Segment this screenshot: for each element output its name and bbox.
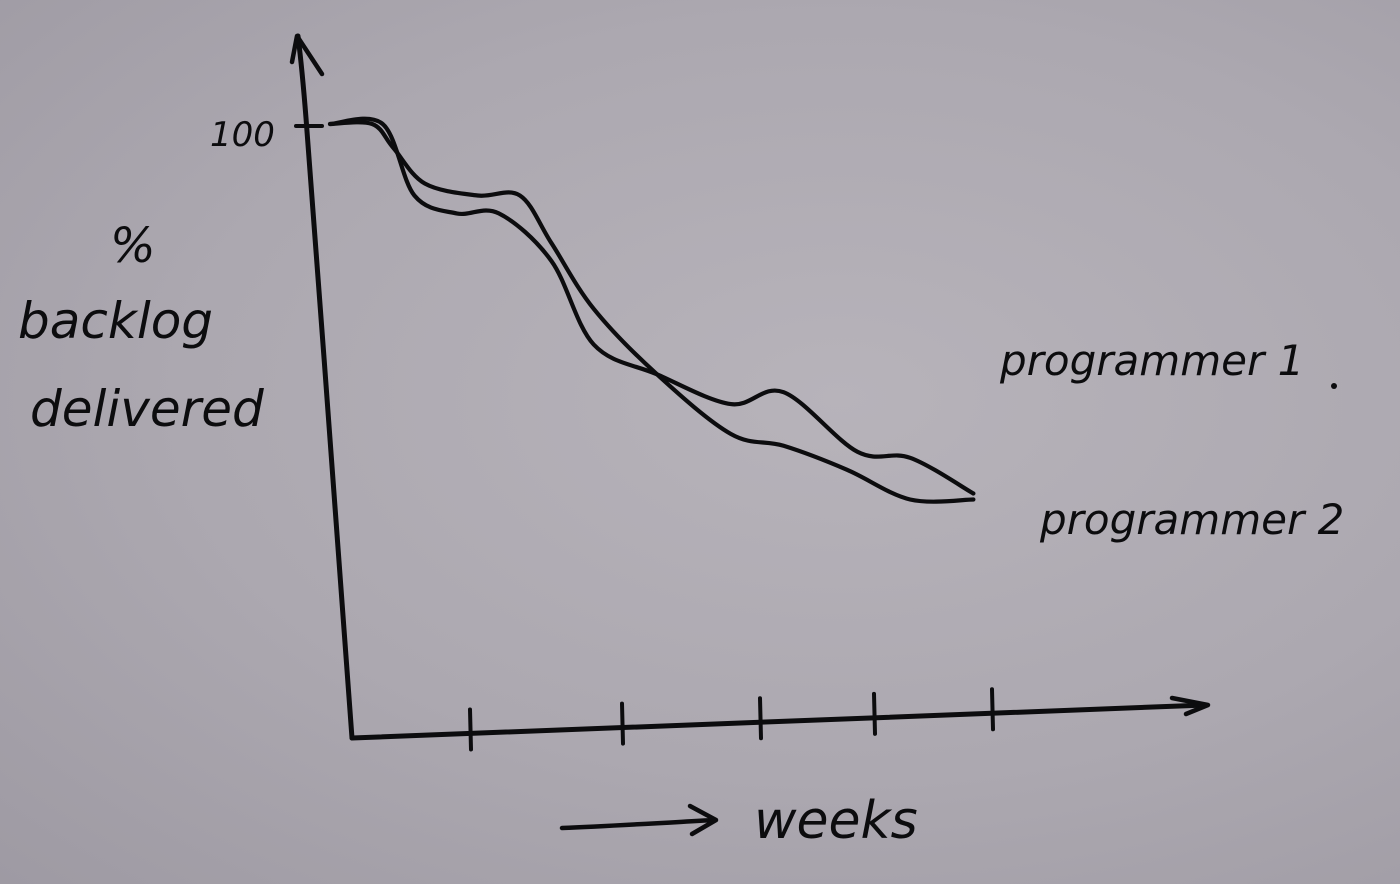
y-tick-label: 100 <box>210 115 275 155</box>
series-group <box>327 116 976 504</box>
y-axis-arrowhead <box>289 33 325 77</box>
x-label-arrowhead <box>687 803 719 837</box>
series-label-programmer-1: programmer 1 <box>999 336 1304 385</box>
y-axis-label-line-2: backlog <box>18 292 213 350</box>
x-tick-2 <box>620 701 625 746</box>
x-label-arrow-shaft <box>559 817 717 831</box>
y-axis <box>295 33 355 741</box>
x-axis-arrowhead <box>1169 695 1211 717</box>
y-axis-label-line-3: delivered <box>30 380 264 438</box>
x-tick-5 <box>990 687 995 732</box>
x-axis <box>349 702 1209 741</box>
series-line-programmer-1 <box>327 116 976 496</box>
y-axis-label-line-1: % <box>110 218 156 274</box>
x-tick-4 <box>872 691 877 736</box>
x-tick-3 <box>758 696 763 741</box>
x-axis-label: weeks <box>754 791 918 851</box>
series-label-programmer-2: programmer 2 <box>1039 495 1344 544</box>
stray-dot <box>1331 383 1337 389</box>
series-line-programmer-2 <box>327 120 976 504</box>
x-ticks <box>468 687 995 752</box>
x-tick-1 <box>468 707 473 752</box>
